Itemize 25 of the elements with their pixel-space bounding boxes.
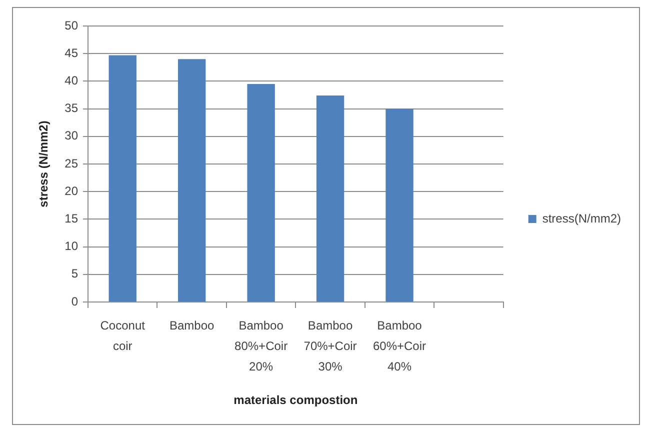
y-tick-label: 50 [64,18,78,32]
x-tick-label: Bamboo 80%+Coir 20% [234,318,288,374]
legend-label: stress(N/mm2) [542,211,622,226]
x-tick-label: Bamboo 70%+Coir 30% [304,318,357,374]
y-tick-label: 40 [64,74,78,88]
bar [316,96,344,302]
y-tick-label: 10 [64,239,78,254]
bar [108,55,136,302]
x-tick-label: Bamboo [169,318,215,333]
y-tick-label: 45 [64,46,78,60]
bar [178,59,206,302]
y-tick-label: 30 [64,128,78,143]
y-tick-label: 0 [71,294,78,308]
chart-frame: materials compostion stress (N/mm2) stress(N/mm2) Coconut coir Bamboo Bamboo 80%+Coir 20% Bamboo 70%+Coir 30% Bamboo 60%+Coir 40% 0 5 10 15 20 25 30 35 40 45 50 [12,7,640,425]
bar [386,108,414,302]
x-axis-title: materials compostion [234,393,358,408]
y-axis-title: stress (N/mm2) [36,120,51,208]
y-tick-label: 15 [64,212,78,226]
bar [247,84,275,302]
y-tick-label: 35 [64,101,78,116]
x-tick-label: Bamboo 60%+Coir 40% [372,318,426,374]
y-tick-label: 25 [64,156,78,170]
y-tick-label: 5 [71,266,78,281]
y-tick-label: 20 [64,184,78,198]
x-tick-label: Coconut coir [100,318,146,353]
